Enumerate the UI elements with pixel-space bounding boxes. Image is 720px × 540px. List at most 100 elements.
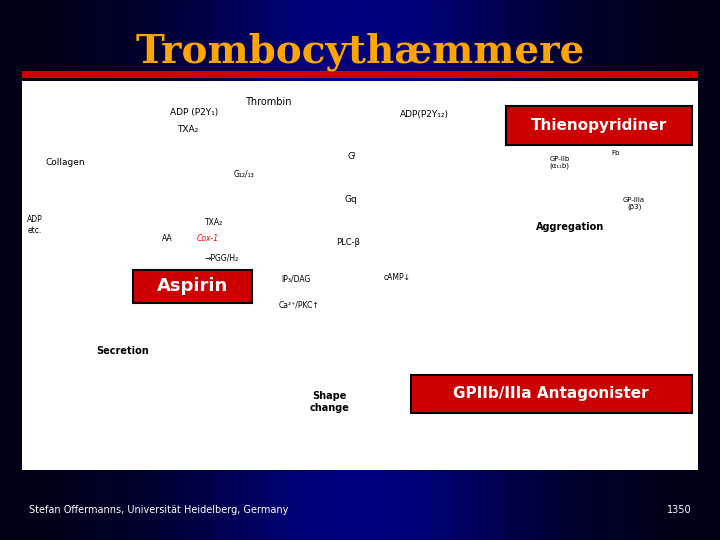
Bar — [493, 0, 497, 540]
Bar — [209, 0, 212, 540]
Bar — [605, 0, 608, 540]
Bar — [706, 0, 709, 540]
Bar — [14, 0, 18, 540]
Text: PLC-β: PLC-β — [336, 238, 361, 247]
Bar — [583, 0, 587, 540]
Bar — [382, 0, 385, 540]
Text: TXA₂: TXA₂ — [177, 125, 198, 134]
Bar — [101, 0, 104, 540]
Bar — [234, 0, 238, 540]
Bar — [324, 0, 328, 540]
Bar — [356, 0, 360, 540]
Bar — [83, 0, 86, 540]
Bar — [684, 0, 688, 540]
Text: Collagen: Collagen — [46, 158, 86, 167]
Bar — [576, 0, 580, 540]
Bar — [29, 0, 32, 540]
Bar — [410, 375, 692, 414]
Bar — [212, 0, 216, 540]
Bar — [619, 0, 623, 540]
Bar — [425, 0, 428, 540]
Bar — [468, 0, 472, 540]
Bar — [169, 0, 173, 540]
Bar — [450, 0, 454, 540]
Bar — [673, 0, 677, 540]
Bar — [281, 0, 284, 540]
Bar — [407, 0, 410, 540]
Bar — [162, 0, 166, 540]
Bar — [353, 0, 356, 540]
Bar — [36, 0, 40, 540]
Bar — [54, 0, 58, 540]
Bar — [396, 0, 400, 540]
Bar — [547, 0, 551, 540]
Bar — [230, 0, 234, 540]
Text: Secretion: Secretion — [96, 346, 150, 356]
Text: cAMP↓: cAMP↓ — [384, 273, 410, 282]
Bar — [18, 0, 22, 540]
Bar — [504, 0, 508, 540]
Bar — [158, 0, 162, 540]
Text: Fb: Fb — [612, 150, 620, 156]
Bar — [598, 0, 601, 540]
Bar — [144, 0, 148, 540]
Bar — [490, 0, 493, 540]
Bar — [500, 0, 504, 540]
Bar — [400, 0, 403, 540]
Bar — [115, 0, 119, 540]
Bar — [108, 0, 112, 540]
Bar — [126, 0, 130, 540]
Bar — [378, 0, 382, 540]
Bar — [22, 71, 698, 78]
Bar — [702, 0, 706, 540]
Bar — [180, 0, 184, 540]
Bar — [22, 0, 25, 540]
Bar — [709, 0, 713, 540]
Bar — [551, 0, 554, 540]
Bar — [270, 0, 274, 540]
Text: AA: AA — [162, 234, 173, 243]
Bar — [90, 0, 94, 540]
Bar — [133, 0, 137, 540]
Bar — [612, 0, 616, 540]
Bar — [122, 0, 126, 540]
Bar — [655, 0, 659, 540]
Bar — [587, 0, 590, 540]
Bar — [187, 0, 191, 540]
Bar — [626, 0, 630, 540]
Bar — [505, 106, 692, 145]
Bar — [439, 0, 443, 540]
Bar — [364, 0, 367, 540]
Bar — [486, 0, 490, 540]
Bar — [245, 0, 248, 540]
Bar — [148, 0, 151, 540]
Text: Shape
change: Shape change — [310, 391, 349, 413]
Bar — [360, 0, 364, 540]
Bar — [544, 0, 547, 540]
Bar — [662, 0, 666, 540]
Bar — [61, 0, 65, 540]
Bar — [529, 0, 533, 540]
Bar — [227, 0, 230, 540]
Bar — [644, 0, 648, 540]
Bar — [414, 0, 418, 540]
Bar — [288, 0, 292, 540]
Bar — [659, 0, 662, 540]
Bar — [238, 0, 241, 540]
Text: ADP(P2Y₁₂): ADP(P2Y₁₂) — [400, 110, 449, 119]
Text: Aggregation: Aggregation — [536, 222, 604, 232]
Bar — [241, 0, 245, 540]
Bar — [4, 0, 7, 540]
Bar — [7, 0, 11, 540]
Bar — [220, 0, 223, 540]
Text: Thrombin: Thrombin — [246, 97, 292, 107]
Bar — [472, 0, 475, 540]
Bar — [191, 0, 194, 540]
Bar — [428, 0, 432, 540]
Bar — [533, 0, 536, 540]
Text: Aspirin: Aspirin — [157, 277, 228, 295]
Text: GP-IIb
(α₁₁b): GP-IIb (α₁₁b) — [549, 156, 570, 170]
Bar — [432, 0, 436, 540]
Bar — [580, 0, 583, 540]
Bar — [688, 0, 691, 540]
